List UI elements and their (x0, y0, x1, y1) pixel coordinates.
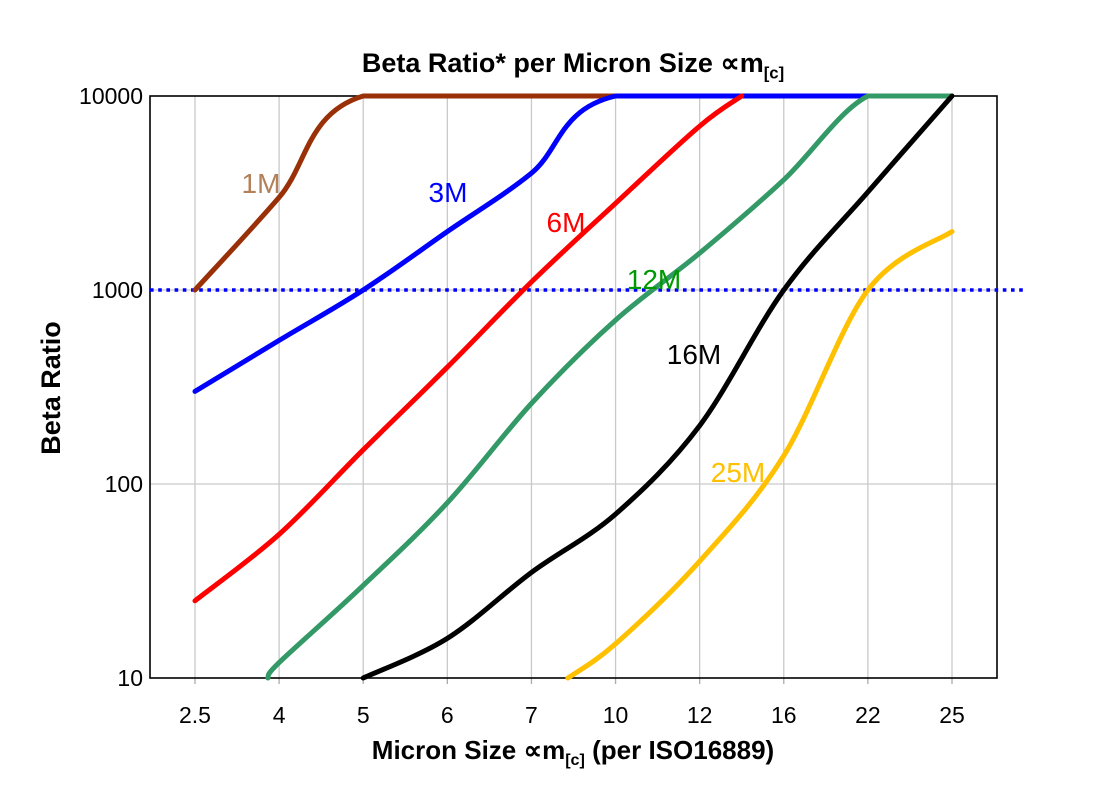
chart-title-text: Beta Ratio* per Micron Size ∝m (361, 48, 764, 78)
y-tick-label-10000: 10000 (79, 83, 143, 109)
x-tick-label-22: 22 (855, 702, 881, 728)
y-tick-label-1000: 1000 (91, 277, 143, 303)
series-line-25M (565, 229, 955, 681)
chart-title: Beta Ratio* per Micron Size ∝m[c] (173, 48, 973, 83)
x-tick-label-5: 5 (356, 702, 370, 728)
x-axis-title: Micron Size ∝m[c] (per ISO16889) (173, 735, 973, 770)
series-label-12M: 12M (626, 264, 682, 295)
series-line-12M (265, 93, 955, 681)
x-tick-label-4: 4 (272, 702, 286, 728)
series-label-1M: 1M (241, 168, 281, 199)
y-tick-label-10: 10 (117, 665, 143, 691)
series-line-3M (192, 93, 871, 394)
x-tick-label-2.5: 2.5 (179, 702, 211, 728)
series-line-16M (360, 93, 955, 681)
chart-title-subscript: [c] (763, 63, 785, 83)
x-tick-label-16: 16 (770, 702, 797, 728)
series-label-3M: 3M (428, 177, 468, 208)
x-axis-title-subscript: [c] (565, 751, 585, 770)
x-axis-title-text: Micron Size ∝m (371, 735, 566, 765)
x-tick-label-7: 7 (525, 702, 538, 728)
x-tick-label-6: 6 (440, 702, 454, 728)
series-label-6M: 6M (546, 207, 586, 238)
series-label-16M: 16M (666, 339, 722, 370)
series-label-25M: 25M (710, 457, 766, 488)
y-tick-label-100: 100 (104, 471, 143, 497)
x-tick-label-10: 10 (602, 702, 629, 728)
series-line-1M (192, 93, 619, 293)
x-axis-title-suffix: (per ISO16889) (584, 735, 775, 765)
series-line-6M (192, 93, 745, 604)
y-axis-title: Beta Ratio (36, 321, 66, 455)
x-tick-label-12: 12 (686, 702, 713, 728)
x-tick-label-25: 25 (939, 702, 965, 728)
